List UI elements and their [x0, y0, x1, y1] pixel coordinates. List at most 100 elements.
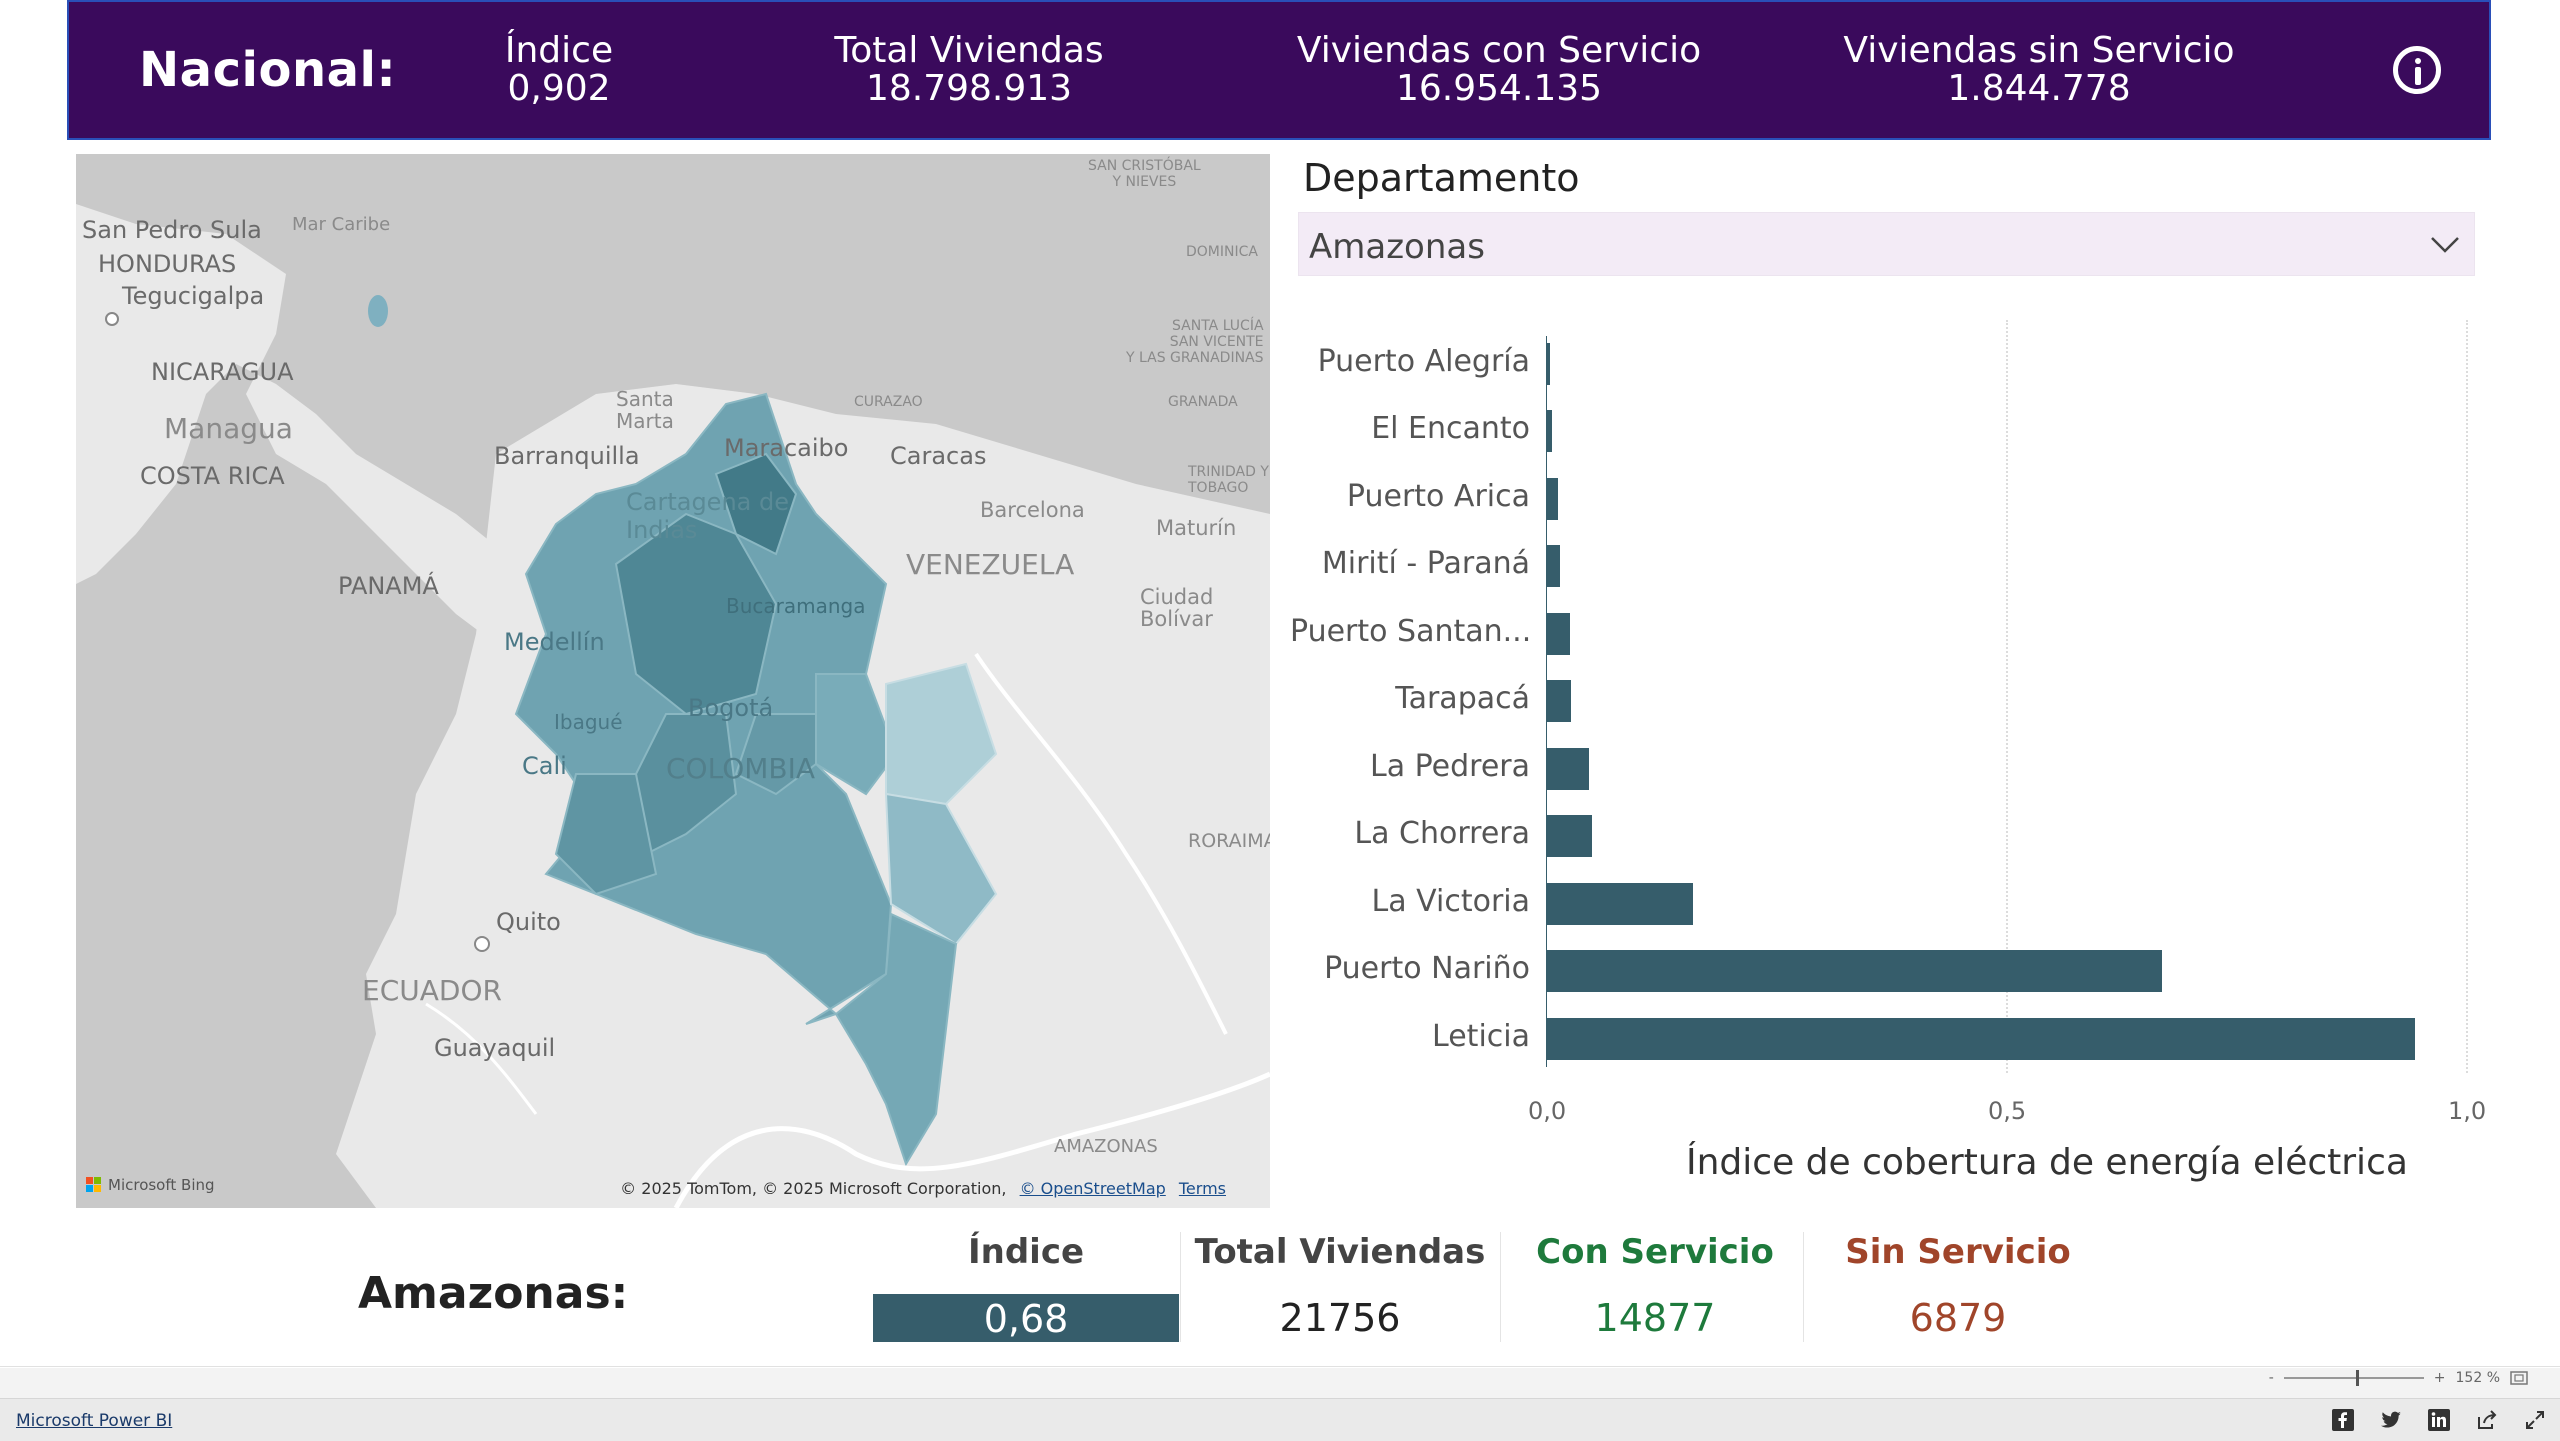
selection-total-value: 21756	[1279, 1296, 1401, 1340]
chart-bar[interactable]	[1546, 1017, 2416, 1060]
map-label-dominica: DOMINICA	[1186, 244, 1258, 260]
twitter-icon[interactable]	[2380, 1409, 2402, 1431]
chart-bar[interactable]	[1546, 882, 1694, 925]
chart-bar[interactable]	[1546, 747, 1590, 790]
map-label-santa-marta: Santa Marta	[616, 387, 674, 433]
chart-category-label: La Pedrera	[1369, 748, 1530, 784]
chart-bar[interactable]	[1546, 950, 2163, 993]
chart-gridline	[2466, 320, 2468, 1073]
map-label-quito: Quito	[496, 908, 561, 936]
map-label-granada: GRANADA	[1168, 394, 1238, 410]
bing-label: Microsoft Bing	[108, 1176, 215, 1194]
map-label-venezuela: VENEZUELA	[906, 548, 1075, 581]
kpi-total-label: Total Viviendas	[834, 30, 1104, 71]
national-header: Nacional: Índice 0,902 Total Viviendas 1…	[67, 0, 2491, 140]
chart-category-label: Puerto Nariño	[1324, 951, 1530, 987]
chart-category-label: Puerto Alegría	[1317, 343, 1530, 379]
content-divider	[0, 1366, 2560, 1367]
map-label-curazao: CURAZAO	[854, 394, 923, 410]
kpi-indice-value: 0,902	[507, 68, 611, 109]
share-icon[interactable]	[2476, 1409, 2498, 1431]
fullscreen-icon[interactable]	[2524, 1409, 2546, 1431]
osm-link[interactable]: © OpenStreetMap	[1019, 1179, 1166, 1198]
dropdown-selected-value: Amazonas	[1309, 227, 1485, 267]
selection-sin-value: 6879	[1909, 1296, 2007, 1340]
zoom-bar	[0, 1368, 2560, 1398]
selection-sin-header: Sin Servicio	[1845, 1232, 2071, 1272]
departamento-dropdown[interactable]: Amazonas	[1298, 212, 2475, 276]
zoom-in-button[interactable]: +	[2433, 1370, 2446, 1386]
bar-chart[interactable]: Puerto Alegría El Encanto Puerto Arica Miri…	[1290, 320, 2490, 1140]
zoom-slider-thumb[interactable]	[2355, 1370, 2359, 1386]
map-label-colombia: COLOMBIA	[666, 752, 816, 785]
info-circle-icon[interactable]	[2393, 46, 2441, 94]
chart-x-axis-title: Índice de cobertura de energía eléctrica	[1686, 1142, 2408, 1183]
map-label-costa-rica: COSTA RICA	[140, 462, 285, 490]
kpi-divider	[1500, 1232, 1501, 1342]
map-label-ecuador: ECUADOR	[362, 974, 502, 1007]
chart-bar[interactable]	[1546, 477, 1558, 520]
national-label: Nacional:	[139, 42, 397, 98]
chart-bar[interactable]	[1546, 815, 1592, 858]
chart-category-label: La Victoria	[1371, 883, 1531, 919]
fit-to-page-icon[interactable]	[2510, 1371, 2528, 1385]
map-label-managua: Managua	[164, 412, 293, 445]
map-label-barranquilla: Barranquilla	[494, 442, 640, 470]
powerbi-link[interactable]: Microsoft Power BI	[16, 1411, 173, 1431]
map-label-medellin: Medellín	[504, 628, 605, 656]
zoom-out-button[interactable]: -	[2268, 1370, 2274, 1386]
zoom-slider[interactable]	[2283, 1370, 2424, 1386]
map-label-amazonas: AMAZONAS	[1054, 1136, 1158, 1157]
kpi-con-label: Viviendas con Servicio	[1296, 30, 1702, 71]
map-label-honduras: HONDURAS	[98, 250, 237, 278]
kpi-total-viviendas: Total Viviendas 18.798.913	[769, 32, 1169, 108]
map-attribution: © 2025 TomTom, © 2025 Microsoft Corporat…	[620, 1179, 1226, 1198]
kpi-con-servicio: Viviendas con Servicio 16.954.135	[1249, 32, 1749, 108]
map-label-roraima: RORAIMA	[1188, 830, 1270, 852]
map-label-santa-lucia: SANTA LUCÍA SAN VICENTE Y LAS GRANADINAS	[1126, 318, 1264, 366]
map-label-panama: PANAMÁ	[338, 572, 439, 600]
map-label-mar-caribe: Mar Caribe	[292, 214, 391, 235]
kpi-divider	[1180, 1232, 1181, 1342]
slicer-title: Departamento	[1303, 156, 1580, 200]
selection-con-value: 14877	[1594, 1296, 1716, 1340]
map-label-caracas: Caracas	[890, 442, 987, 470]
chart-bar[interactable]	[1546, 612, 1570, 655]
map-canvas	[76, 204, 1270, 1208]
kpi-sin-value: 1.844.778	[1947, 68, 2131, 109]
share-icons	[2332, 1409, 2546, 1431]
map-label-bucaramanga: Bucaramanga	[726, 594, 866, 618]
chart-bar[interactable]	[1546, 680, 1571, 723]
terms-link[interactable]: Terms	[1178, 1179, 1226, 1198]
facebook-icon[interactable]	[2332, 1409, 2354, 1431]
chart-gridline	[2006, 320, 2008, 1073]
map-label-cali: Cali	[522, 752, 567, 780]
selection-total-header: Total Viviendas	[1194, 1232, 1486, 1272]
map-label-barcelona: Barcelona	[980, 498, 1085, 522]
chart-x-tick-label: 1,0	[2448, 1096, 2487, 1125]
zoom-control[interactable]: - + 152 %	[2269, 1370, 2528, 1386]
map-label-ciudad-bolivar: Ciudad Bolívar	[1140, 585, 1214, 631]
chart-category-label: Puerto Santan...	[1290, 613, 1532, 649]
map-label-san-pedro-sula: San Pedro Sula	[82, 216, 262, 244]
chart-category-label: Leticia	[1432, 1018, 1530, 1054]
chart-bar[interactable]	[1546, 545, 1560, 588]
map-visual[interactable]: San Pedro Sula HONDURAS Tegucigalpa Mar …	[76, 154, 1270, 1208]
map-label-cartagena: Cartagena de Indias	[626, 488, 789, 544]
kpi-sin-servicio: Viviendas sin Servicio 1.844.778	[1829, 32, 2249, 108]
linkedin-icon[interactable]	[2428, 1409, 2450, 1431]
kpi-con-value: 16.954.135	[1395, 68, 1603, 109]
attribution-text: © 2025 TomTom, © 2025 Microsoft Corporat…	[620, 1179, 1007, 1198]
chart-bar[interactable]	[1546, 410, 1552, 453]
map-label-trinidad: TRINIDAD Y TOBAGO	[1188, 464, 1269, 496]
chart-bar[interactable]	[1546, 342, 1550, 385]
microsoft-logo-icon	[86, 1177, 102, 1193]
chart-x-tick-label: 0,0	[1528, 1096, 1567, 1125]
chart-category-label: Mirití - Paraná	[1321, 546, 1530, 582]
zoom-level: 152 %	[2455, 1370, 2500, 1386]
chart-category-label: La Chorrera	[1354, 816, 1530, 852]
map-label-tegucigalpa: Tegucigalpa	[122, 282, 265, 310]
map-label-maturin: Maturín	[1156, 516, 1237, 540]
bing-logo: Microsoft Bing	[86, 1176, 215, 1194]
chart-category-label: Tarapacá	[1395, 681, 1530, 717]
